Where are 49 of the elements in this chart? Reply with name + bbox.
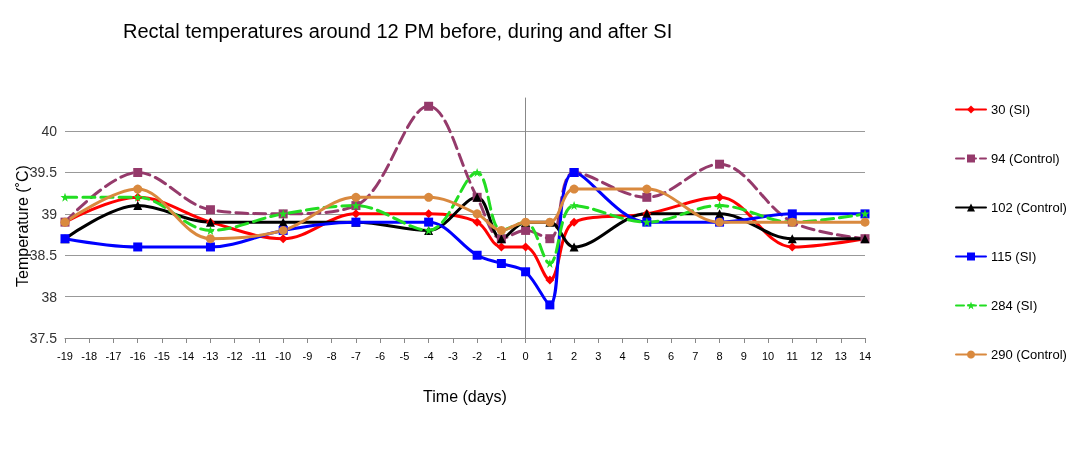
x-tick-label: -3 <box>447 349 458 362</box>
x-tick-label: 6 <box>668 349 675 362</box>
x-tick-label: 7 <box>692 349 699 362</box>
x-tick-label: 14 <box>858 349 872 362</box>
legend-label: 30 (SI) <box>991 102 1031 117</box>
legend-label: 115 (SI) <box>991 249 1037 264</box>
x-tick-label: 4 <box>619 349 626 362</box>
x-tick-label: -17 <box>105 349 122 362</box>
x-tick-label: 9 <box>740 349 747 362</box>
x-tick-label: -2 <box>472 349 483 362</box>
x-tick-label: 12 <box>810 349 823 362</box>
x-tick-label: -12 <box>226 349 243 362</box>
y-axis-title: Temperature (˚C) <box>13 165 31 287</box>
x-tick-label: -16 <box>129 349 146 362</box>
x-tick-label: -1 <box>496 349 507 362</box>
chart-title: Rectal temperatures around 12 PM before, during and after SI <box>123 20 673 42</box>
x-tick-label: -5 <box>399 349 410 362</box>
x-tick-label: -4 <box>423 349 434 362</box>
y-tick-label: 40 <box>41 123 58 140</box>
legend-label: 290 (Control) <box>991 347 1067 362</box>
x-tick-label: 1 <box>546 349 553 362</box>
x-tick-label: -10 <box>275 349 292 362</box>
y-tick-label: 38.5 <box>29 247 58 264</box>
x-tick-label: -8 <box>326 349 337 362</box>
x-axis-title: Time (days) <box>423 387 507 405</box>
x-tick-label: 2 <box>571 349 578 362</box>
x-tick-label: -11 <box>251 349 267 362</box>
x-tick-label: -18 <box>81 349 98 362</box>
x-tick-label: 13 <box>834 349 847 362</box>
x-tick-label: -6 <box>375 349 386 362</box>
legend-label: 94 (Control) <box>991 151 1060 166</box>
legend-label: 102 (Control) <box>991 200 1067 215</box>
y-tick-label: 39 <box>41 205 58 222</box>
x-tick-label: -14 <box>178 349 195 362</box>
y-tick-label: 37.5 <box>29 330 58 346</box>
x-tick-label: 0 <box>522 349 529 362</box>
x-tick-label: -19 <box>57 349 73 362</box>
x-tick-label: 8 <box>716 349 723 362</box>
x-tick-label: 10 <box>761 349 775 362</box>
x-tick-label: 5 <box>643 349 650 362</box>
x-tick-label: 3 <box>595 349 602 362</box>
x-tick-label: -13 <box>202 349 219 362</box>
x-tick-label: 11 <box>786 349 798 362</box>
y-tick-label: 38 <box>41 288 58 305</box>
x-tick-label: -7 <box>351 349 361 362</box>
y-tick-label: 39.5 <box>29 164 58 181</box>
x-tick-label: -9 <box>302 349 313 362</box>
x-tick-label: -15 <box>154 349 170 362</box>
legend-label: 284 (SI) <box>991 298 1038 313</box>
